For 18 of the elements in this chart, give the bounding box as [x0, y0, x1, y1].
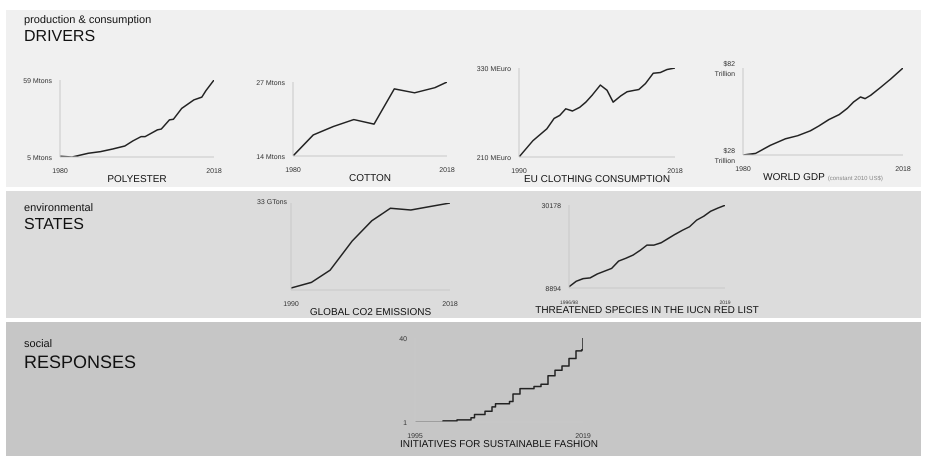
x-axis-title: INITIATIVES FOR SUSTAINABLE FASHION [400, 439, 598, 450]
text: social [24, 338, 54, 350]
text: DRIVERS [24, 28, 96, 46]
line-series [293, 82, 447, 156]
line-series [60, 80, 214, 157]
text: production & consumption [24, 14, 152, 26]
x-axis-title: COTTON [348, 173, 392, 184]
x-axis-title: WORLD GDP [763, 172, 825, 183]
x-axis-title: POLYESTER [107, 174, 167, 185]
text: environmental [24, 202, 94, 214]
x-axis-title: THREATENED SPECIES IN THE IUCN RED LIST [535, 305, 759, 316]
line-series [519, 68, 675, 157]
text: RESPONSES [24, 352, 136, 373]
x-axis-title: EU CLOTHING CONSUMPTION [524, 174, 670, 185]
line-series [569, 205, 725, 288]
x-axis-title: GLOBAL CO2 EMISSIONS [310, 307, 432, 318]
line-series [743, 68, 903, 155]
text: STATES [24, 216, 85, 234]
